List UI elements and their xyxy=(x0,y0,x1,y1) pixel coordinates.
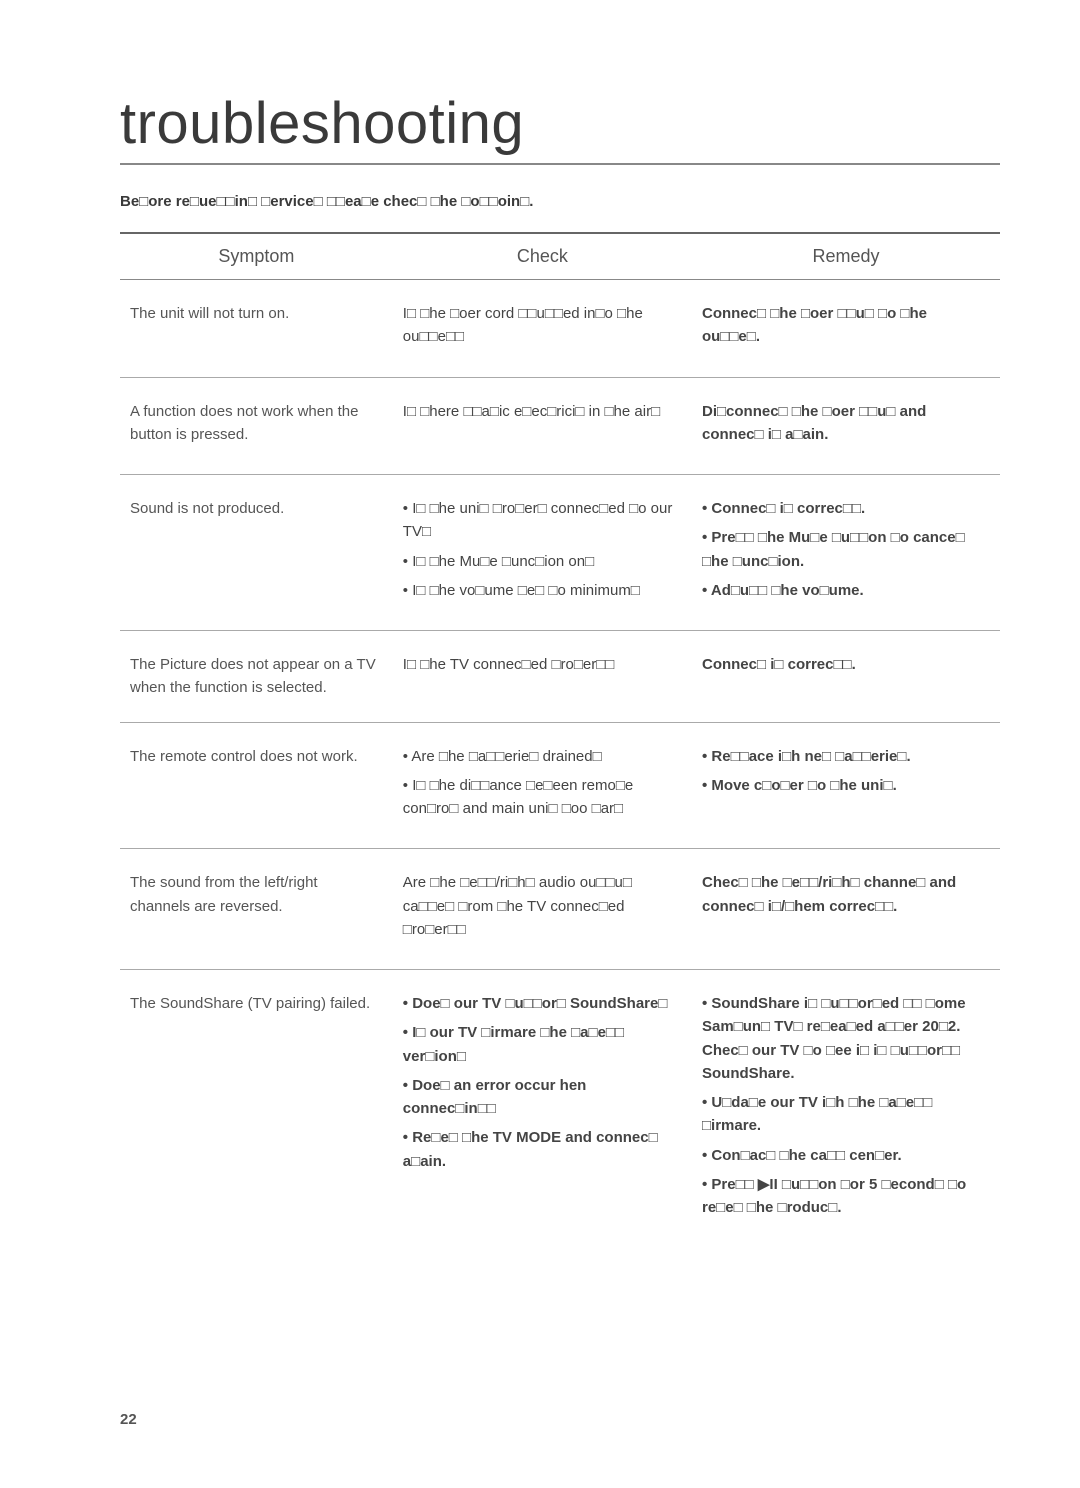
check-cell: Are □he □a□□erie□ drained□I□ □he di□□anc… xyxy=(393,722,692,849)
table-row: The sound from the left/right channels a… xyxy=(120,849,1000,970)
remedy-cell: Connec□ i□ correc□□.Pre□□ □he Mu□e □u□□o… xyxy=(692,475,1000,631)
table-row: Sound is not produced.I□ □he uni□ □ro□er… xyxy=(120,475,1000,631)
symptom-cell: The sound from the left/right channels a… xyxy=(120,849,393,970)
page-title: troubleshooting xyxy=(120,90,1000,165)
remedy-cell: Re□□ace i□h ne□ □a□□erie□.Move c□o□er □o… xyxy=(692,722,1000,849)
symptom-cell: The unit will not turn on. xyxy=(120,280,393,378)
table-row: The remote control does not work.Are □he… xyxy=(120,722,1000,849)
check-cell: I□ □here □□a□ic e□ec□rici□ in □he air□ xyxy=(393,377,692,475)
table-row: The SoundShare (TV pairing) failed.Doe□ … xyxy=(120,970,1000,1248)
col-symptom: Symptom xyxy=(120,233,393,280)
check-cell: I□ □he □oer cord □□u□□ed in□o □he ou□□e□… xyxy=(393,280,692,378)
symptom-cell: The remote control does not work. xyxy=(120,722,393,849)
table-row: The Picture does not appear on a TV when… xyxy=(120,631,1000,723)
remedy-cell: Di□connec□ □he □oer □□u□ and connec□ i□ … xyxy=(692,377,1000,475)
table-row: The unit will not turn on.I□ □he □oer co… xyxy=(120,280,1000,378)
col-check: Check xyxy=(393,233,692,280)
page: troubleshooting Be□ore re□ue□□in□ □ervic… xyxy=(0,0,1080,1488)
page-number: 22 xyxy=(120,1411,137,1428)
intro-text: Be□ore re□ue□□in□ □ervice□ □□ea□e chec□ … xyxy=(120,193,1000,210)
symptom-cell: Sound is not produced. xyxy=(120,475,393,631)
table-row: A function does not work when the button… xyxy=(120,377,1000,475)
symptom-cell: The SoundShare (TV pairing) failed. xyxy=(120,970,393,1248)
check-cell: Doe□ our TV □u□□or□ SoundShare□I□ our TV… xyxy=(393,970,692,1248)
remedy-cell: Connec□ □he □oer □□u□ □o □he ou□□e□. xyxy=(692,280,1000,378)
symptom-cell: The Picture does not appear on a TV when… xyxy=(120,631,393,723)
symptom-cell: A function does not work when the button… xyxy=(120,377,393,475)
remedy-cell: Chec□ □he □e□□/ri□h□ channe□ and connec□… xyxy=(692,849,1000,970)
remedy-cell: Connec□ i□ correc□□. xyxy=(692,631,1000,723)
check-cell: Are □he □e□□/ri□h□ audio ou□□u□ ca□□e□ □… xyxy=(393,849,692,970)
check-cell: I□ □he uni□ □ro□er□ connec□ed □o our TV□… xyxy=(393,475,692,631)
troubleshooting-table: Symptom Check Remedy The unit will not t… xyxy=(120,232,1000,1247)
remedy-cell: SoundShare i□ □u□□or□ed □□ □ome Sam□un□ … xyxy=(692,970,1000,1248)
check-cell: I□ □he TV connec□ed □ro□er□□ xyxy=(393,631,692,723)
col-remedy: Remedy xyxy=(692,233,1000,280)
